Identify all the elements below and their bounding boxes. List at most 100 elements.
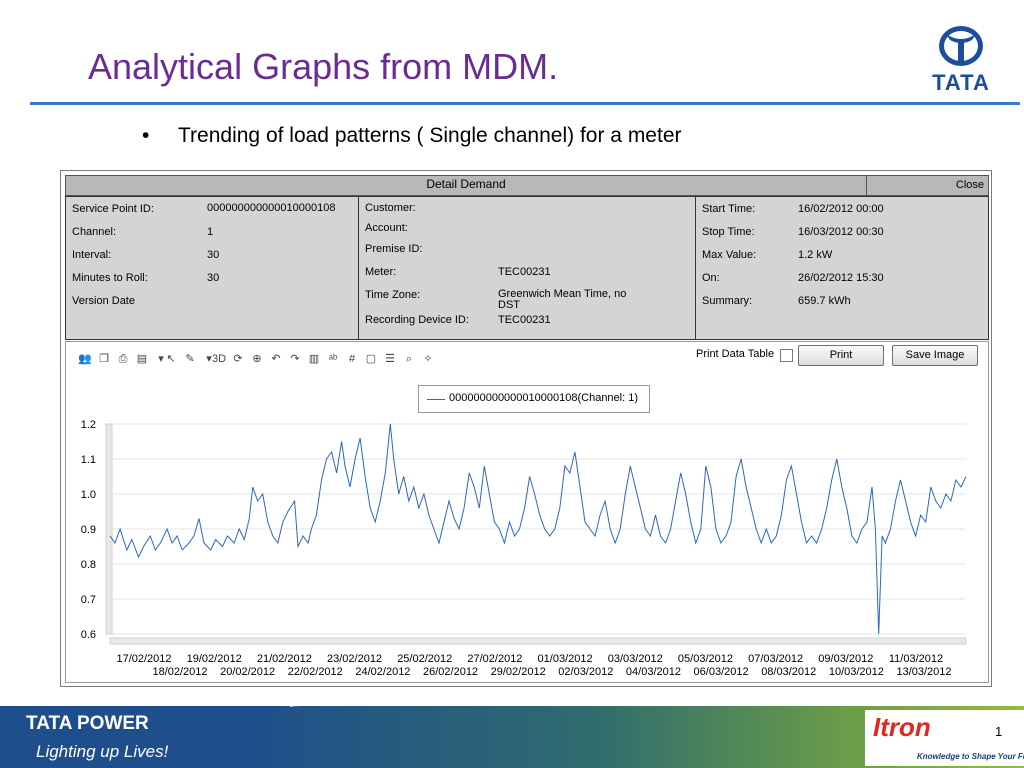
legend-entry: 000000000000010000108(Channel: 1) [449, 392, 639, 404]
save-image-button[interactable]: Save Image [892, 345, 978, 366]
number-format-icon[interactable]: # [348, 353, 356, 365]
x-tick-label: 10/03/2012 [829, 666, 884, 678]
info-label: Interval: [72, 249, 112, 261]
palette-icon[interactable]: ✎ [185, 353, 195, 365]
x-tick-label: 07/03/2012 [748, 653, 803, 665]
info-panel-time: Start Time: 16/02/2012 00:00 Stop Time: 16/… [695, 196, 989, 340]
y-tick-label: 1.0 [81, 489, 96, 501]
users-icon[interactable]: 👥 [78, 353, 92, 365]
info-value: 659.7 kWh [798, 295, 851, 307]
zoom-in-icon[interactable]: ⊕ [252, 353, 262, 365]
info-value: 16/02/2012 00:00 [798, 203, 884, 215]
x-tick-label: 04/03/2012 [626, 666, 681, 678]
info-label: Stop Time: [702, 226, 755, 238]
x-tick-label: 13/03/2012 [896, 666, 951, 678]
y-tick-label: 1.1 [81, 454, 96, 466]
zoom-icon[interactable]: ⌕ [405, 353, 413, 365]
chart-type-icon[interactable]: ▤ [136, 353, 148, 365]
print-button[interactable]: Print [798, 345, 884, 366]
print-data-table-checkbox[interactable] [780, 349, 793, 362]
x-tick-label: 29/02/2012 [491, 666, 546, 678]
info-value: 30 [207, 249, 220, 261]
window-title: Detail Demand [426, 177, 506, 191]
undo-icon[interactable]: ↶ [271, 353, 281, 365]
legend-icon[interactable]: ☰ [385, 353, 395, 365]
x-tick-label: 06/03/2012 [694, 666, 749, 678]
x-tick-label: 18/02/2012 [152, 666, 207, 678]
tata-logo-text: TATA [932, 70, 990, 95]
info-label: Recording Device ID: [365, 314, 469, 326]
x-tick-label: 20/02/2012 [220, 666, 275, 678]
3d-icon[interactable]: 3D [212, 353, 227, 365]
detail-demand-window: Detail Demand Close Service Point ID: 000… [60, 170, 992, 687]
info-label: Minutes to Roll: [72, 272, 148, 284]
x-tick-label: 19/02/2012 [187, 653, 242, 665]
x-tick-label: 05/03/2012 [678, 653, 733, 665]
x-tick-label: 23/02/2012 [327, 653, 382, 665]
tata-emblem-icon [939, 26, 983, 66]
info-panel-customer: Customer: Account: Premise ID: Meter: TEC002… [358, 196, 696, 340]
x-tick-label: 03/03/2012 [608, 653, 663, 665]
chart-frame: 👥 ❐ ⎙ ▤ ▾ ↖ ✎ ▾ 3D ⟳ ⊕ ↶ ↷ ▥ ᵃᵇ # ▢ ☰ ⌕ ✧ Print Data Table … [65, 341, 989, 683]
series-line [109, 423, 967, 635]
copy-icon[interactable]: ❐ [99, 353, 109, 365]
y-tick-label: 0.8 [81, 559, 96, 571]
chart-legend: 000000000000010000108(Channel: 1) [418, 385, 650, 413]
info-value: 1 [207, 226, 214, 238]
tata-power-brand: TATA POWER [26, 713, 149, 734]
x-tick-label: 21/02/2012 [257, 653, 312, 665]
redo-icon[interactable]: ↷ [290, 353, 300, 365]
info-value: Greenwich Mean Time, no DST [498, 288, 627, 311]
info-label: Meter: [365, 266, 397, 278]
info-panel-meter: Service Point ID: 000000000000010000108 Ch… [65, 196, 359, 340]
info-label: Account: [365, 222, 408, 234]
slide-footer: TATA POWER Lighting up Lives! Itron Know… [0, 706, 1024, 768]
x-tick-label: 11/03/2012 [889, 653, 943, 665]
x-tick-label: 17/02/2012 [116, 653, 171, 665]
screen-icon[interactable]: ▢ [365, 353, 377, 365]
legend-swatch [427, 399, 445, 400]
info-label: Summary: [702, 295, 753, 307]
info-label: Customer: [365, 202, 416, 214]
x-tick-label: 27/02/2012 [467, 653, 522, 665]
dropdown-arrow-icon[interactable]: ▾ [206, 353, 212, 365]
info-label: Service Point ID: [72, 203, 154, 215]
info-label: Premise ID: [365, 243, 423, 255]
info-value: 000000000000010000108 [207, 202, 336, 214]
info-value: TEC00231 [498, 314, 551, 326]
x-tick-label: 26/02/2012 [423, 666, 478, 678]
close-button[interactable]: Close [867, 176, 988, 195]
info-value: 1.2 kW [798, 249, 833, 261]
info-label: Version Date [72, 295, 135, 307]
itron-logo-box: Itron Knowledge to Shape Your Future [865, 710, 1024, 766]
info-value: TEC00231 [498, 266, 551, 278]
print-data-table-label: Print Data Table [696, 348, 775, 360]
y-tick-label: 0.6 [81, 629, 96, 641]
bars-icon[interactable]: ▥ [308, 353, 320, 365]
info-label: Max Value: [702, 249, 757, 261]
bullet-text: Trending of load patterns ( Single chann… [178, 124, 682, 147]
vertical-scrollbar[interactable] [105, 423, 113, 635]
y-tick-label: 0.7 [81, 594, 96, 606]
itron-tagline: Knowledge to Shape Your Future [917, 752, 1024, 761]
tata-power-tagline: Lighting up Lives! [36, 742, 169, 761]
header-separator [866, 176, 867, 195]
itron-logo: Itron [873, 712, 931, 742]
page-number: 1 [995, 724, 1003, 739]
print-icon[interactable]: ⎙ [118, 353, 128, 365]
magic-wand-icon[interactable]: ✧ [423, 353, 433, 365]
info-label: Start Time: [702, 203, 756, 215]
dropdown-arrow-icon[interactable]: ▾ [158, 353, 164, 365]
abc-label-icon[interactable]: ᵃᵇ [328, 353, 338, 365]
y-tick-label: 0.9 [81, 524, 96, 536]
tata-logo: TATA [920, 22, 1002, 96]
slide-title: Analytical Graphs from MDM. [88, 46, 559, 87]
horizontal-scrollbar[interactable] [109, 637, 967, 645]
info-value: 26/02/2012 15:30 [798, 272, 884, 284]
title-divider [30, 102, 1020, 105]
select-icon[interactable]: ↖ [166, 353, 176, 365]
info-value: 16/03/2012 00:30 [798, 226, 884, 238]
rotate-icon[interactable]: ⟳ [233, 353, 243, 365]
x-tick-label: 08/03/2012 [761, 666, 816, 678]
x-tick-label: 25/02/2012 [397, 653, 452, 665]
